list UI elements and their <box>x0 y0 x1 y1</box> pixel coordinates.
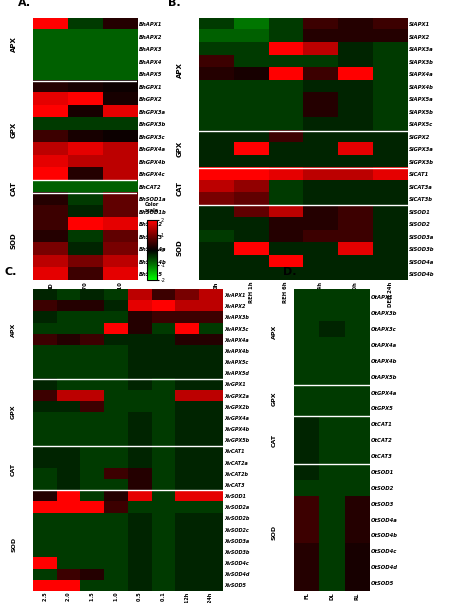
Text: APX: APX <box>11 36 17 52</box>
Text: GPX: GPX <box>177 141 182 157</box>
Text: CAT: CAT <box>177 181 182 196</box>
Text: APX: APX <box>272 324 277 338</box>
Text: CAT: CAT <box>272 434 277 447</box>
Text: APX: APX <box>177 63 182 78</box>
Text: GPX: GPX <box>11 121 17 137</box>
Text: GPX: GPX <box>272 391 277 406</box>
Text: B.: B. <box>168 0 181 8</box>
Text: SOD: SOD <box>11 537 16 552</box>
Text: CAT: CAT <box>11 463 16 476</box>
Text: SOD: SOD <box>177 239 182 256</box>
Text: SOD: SOD <box>272 525 277 540</box>
Text: SOD: SOD <box>11 233 17 250</box>
Text: A.: A. <box>18 0 31 8</box>
Text: CAT: CAT <box>11 181 17 196</box>
Text: APX: APX <box>11 323 16 337</box>
Text: C.: C. <box>5 267 17 277</box>
Text: Color
scale: Color scale <box>145 202 159 213</box>
Text: D.: D. <box>283 267 296 277</box>
Text: GPX: GPX <box>11 404 16 418</box>
